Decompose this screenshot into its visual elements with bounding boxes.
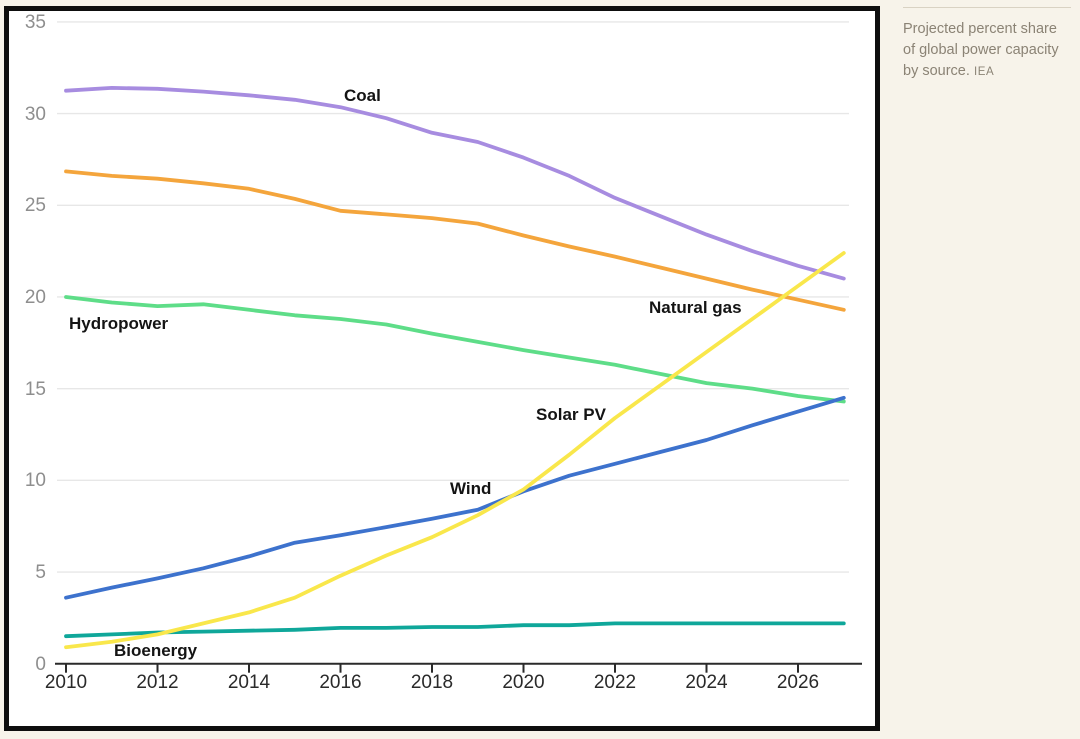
- x-tick-label-2012: 2012: [136, 672, 179, 693]
- series-line-solar-pv: [64, 251, 846, 650]
- series-line-hydropower: [64, 295, 846, 404]
- x-tick-label-2020: 2020: [502, 672, 545, 693]
- x-tick-label-2022: 2022: [593, 672, 637, 693]
- series-label-bioenergy: Bioenergy: [114, 641, 198, 660]
- series-label-solar-pv: Solar PV: [536, 405, 606, 424]
- series-line-coal: [64, 86, 846, 281]
- x-tick-label-2024: 2024: [685, 672, 728, 693]
- caption-text: Projected percent share of global power …: [903, 19, 1071, 82]
- y-tick-label-20: 20: [24, 286, 46, 308]
- caption-panel: Projected percent share of global power …: [903, 7, 1071, 82]
- x-tick-label-2016: 2016: [319, 672, 362, 693]
- y-tick-label-15: 15: [24, 378, 46, 400]
- y-tick-label-35: 35: [24, 11, 46, 33]
- series-label-natural-gas: Natural gas: [649, 298, 742, 317]
- series-line-natural-gas: [64, 169, 846, 312]
- x-tick-label-2010: 2010: [44, 672, 88, 693]
- x-tick-label-2018: 2018: [410, 672, 454, 693]
- series-label-wind: Wind: [450, 479, 492, 498]
- y-tick-label-10: 10: [24, 470, 46, 492]
- caption-source: IEA: [973, 66, 995, 79]
- x-tick-label-2014: 2014: [227, 672, 271, 693]
- series-line-wind: [64, 395, 846, 600]
- y-tick-label-0: 0: [35, 653, 46, 675]
- caption-description: Projected percent share of global power …: [903, 21, 1059, 80]
- y-tick-label-30: 30: [24, 103, 46, 125]
- series-label-coal: Coal: [344, 86, 381, 105]
- series-label-hydropower: Hydropower: [69, 314, 169, 333]
- y-tick-label-5: 5: [35, 562, 46, 583]
- series-line-bioenergy: [64, 621, 846, 639]
- x-tick-label-2026: 2026: [776, 672, 820, 693]
- y-tick-label-25: 25: [24, 195, 46, 217]
- chart-frame: [4, 6, 880, 731]
